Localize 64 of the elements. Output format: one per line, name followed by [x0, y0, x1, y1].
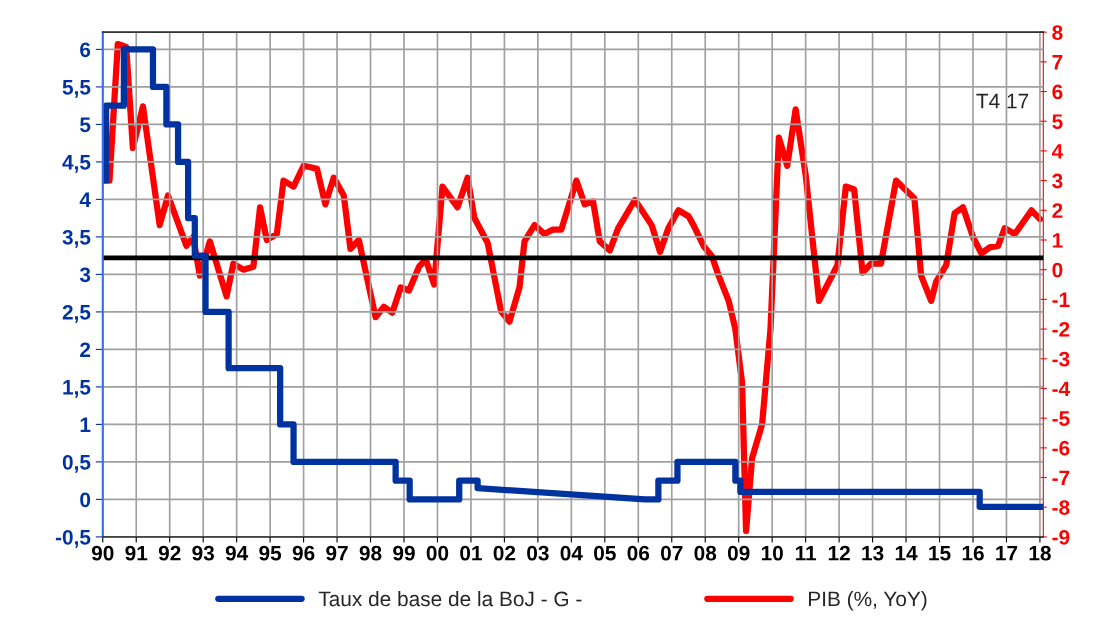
y2-tick-label: -3	[1052, 351, 1070, 367]
x-tick-label: 97	[326, 545, 348, 561]
y2-tick-label: 2	[1052, 203, 1063, 218]
x-tick-label: 07	[661, 545, 683, 561]
x-tick-label: 14	[895, 546, 918, 561]
y2-tick-label: -8	[1052, 500, 1070, 515]
y-tick-label: 1	[80, 417, 91, 432]
x-tick-label: 90	[91, 545, 114, 561]
x-tick-label: 17	[996, 546, 1018, 561]
legend-label: Taux de base de la BoJ - G -	[318, 590, 582, 607]
y2-tick-label: -9	[1052, 529, 1070, 545]
y2-tick-label: 7	[1052, 55, 1063, 70]
x-tick-label: 05	[594, 545, 616, 561]
x-tick-label: 04	[560, 545, 583, 561]
y2-tick-label: 4	[1051, 144, 1064, 159]
x-tick-label: 10	[761, 545, 783, 561]
x-tick-label: 01	[460, 545, 482, 561]
x-tick-label: 00	[426, 545, 449, 561]
x-tick-label: 12	[828, 545, 850, 561]
x-tick-label: 13	[862, 545, 884, 561]
y-tick-label: 2,5	[62, 304, 91, 323]
x-tick-label: 98	[359, 545, 382, 561]
x-tick-label: 06	[627, 545, 650, 561]
x-tick-label: 92	[158, 545, 181, 561]
y-tick-label: 2	[80, 342, 91, 357]
x-tick-label: 96	[292, 545, 315, 561]
y2-tick-label: -1	[1052, 292, 1070, 307]
y2-tick-label: 3	[1052, 173, 1063, 189]
y2-tick-label: 0	[1052, 262, 1063, 278]
y2-tick-label: 6	[1052, 84, 1063, 100]
y-tick-label: 0,5	[62, 454, 91, 473]
x-tick-label: 02	[493, 545, 516, 561]
y-tick-label: 0	[80, 492, 91, 508]
annotation: T4 17	[976, 93, 1029, 109]
x-tick-label: 11	[795, 546, 817, 561]
x-tick-label: 03	[527, 545, 549, 561]
y-tick-label: 5,5	[62, 80, 91, 98]
y2-tick-label: -4	[1052, 381, 1071, 396]
x-tick-label: 09	[727, 545, 750, 561]
x-tick-label: 95	[259, 545, 282, 561]
y2-tick-label: 5	[1052, 114, 1063, 129]
y-tick-label: -0,5	[55, 529, 91, 548]
y-tick-label: 6	[80, 42, 91, 58]
x-tick-label: 91	[125, 545, 148, 561]
y2-tick-label: -7	[1052, 470, 1070, 486]
y2-tick-label: 8	[1052, 25, 1063, 40]
x-tick-label: 15	[929, 546, 951, 561]
x-tick-label: 94	[225, 545, 249, 561]
x-tick-label: 16	[962, 545, 984, 561]
y2-tick-label: -6	[1052, 440, 1070, 456]
y-tick-label: 4,5	[62, 155, 91, 173]
legend-label: PIB (%, YoY)	[809, 590, 927, 611]
y-tick-label: 5	[80, 117, 91, 133]
y-tick-label: 3,5	[62, 229, 91, 248]
y-tick-label: 1,5	[63, 380, 91, 398]
y-tick-label: 4	[79, 192, 91, 207]
x-tick-label: 18	[1029, 545, 1051, 561]
y-tick-label: 3	[79, 267, 91, 283]
y2-tick-label: 1	[1052, 233, 1063, 248]
y2-tick-label: -5	[1052, 411, 1070, 426]
x-tick-label: 93	[192, 545, 215, 561]
y2-tick-label: -2	[1052, 322, 1070, 337]
x-tick-label: 08	[694, 545, 717, 561]
x-tick-label: 99	[393, 545, 415, 561]
